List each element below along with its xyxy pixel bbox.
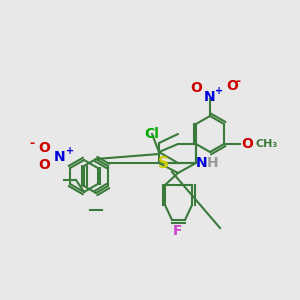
Text: O: O: [190, 81, 202, 95]
Text: Cl: Cl: [145, 127, 159, 141]
Text: -: -: [29, 136, 34, 149]
Text: N: N: [204, 90, 216, 104]
Text: O: O: [38, 158, 50, 172]
Text: F: F: [173, 224, 183, 238]
Text: +: +: [66, 146, 74, 156]
Text: H: H: [207, 156, 219, 170]
Text: O: O: [38, 141, 50, 155]
Text: N: N: [54, 150, 66, 164]
Text: CH₃: CH₃: [255, 139, 277, 149]
Text: -: -: [236, 74, 241, 88]
Text: S: S: [158, 155, 169, 170]
Text: N: N: [196, 156, 208, 170]
Text: +: +: [215, 86, 223, 96]
Text: O: O: [226, 79, 238, 93]
Text: O: O: [241, 137, 253, 151]
